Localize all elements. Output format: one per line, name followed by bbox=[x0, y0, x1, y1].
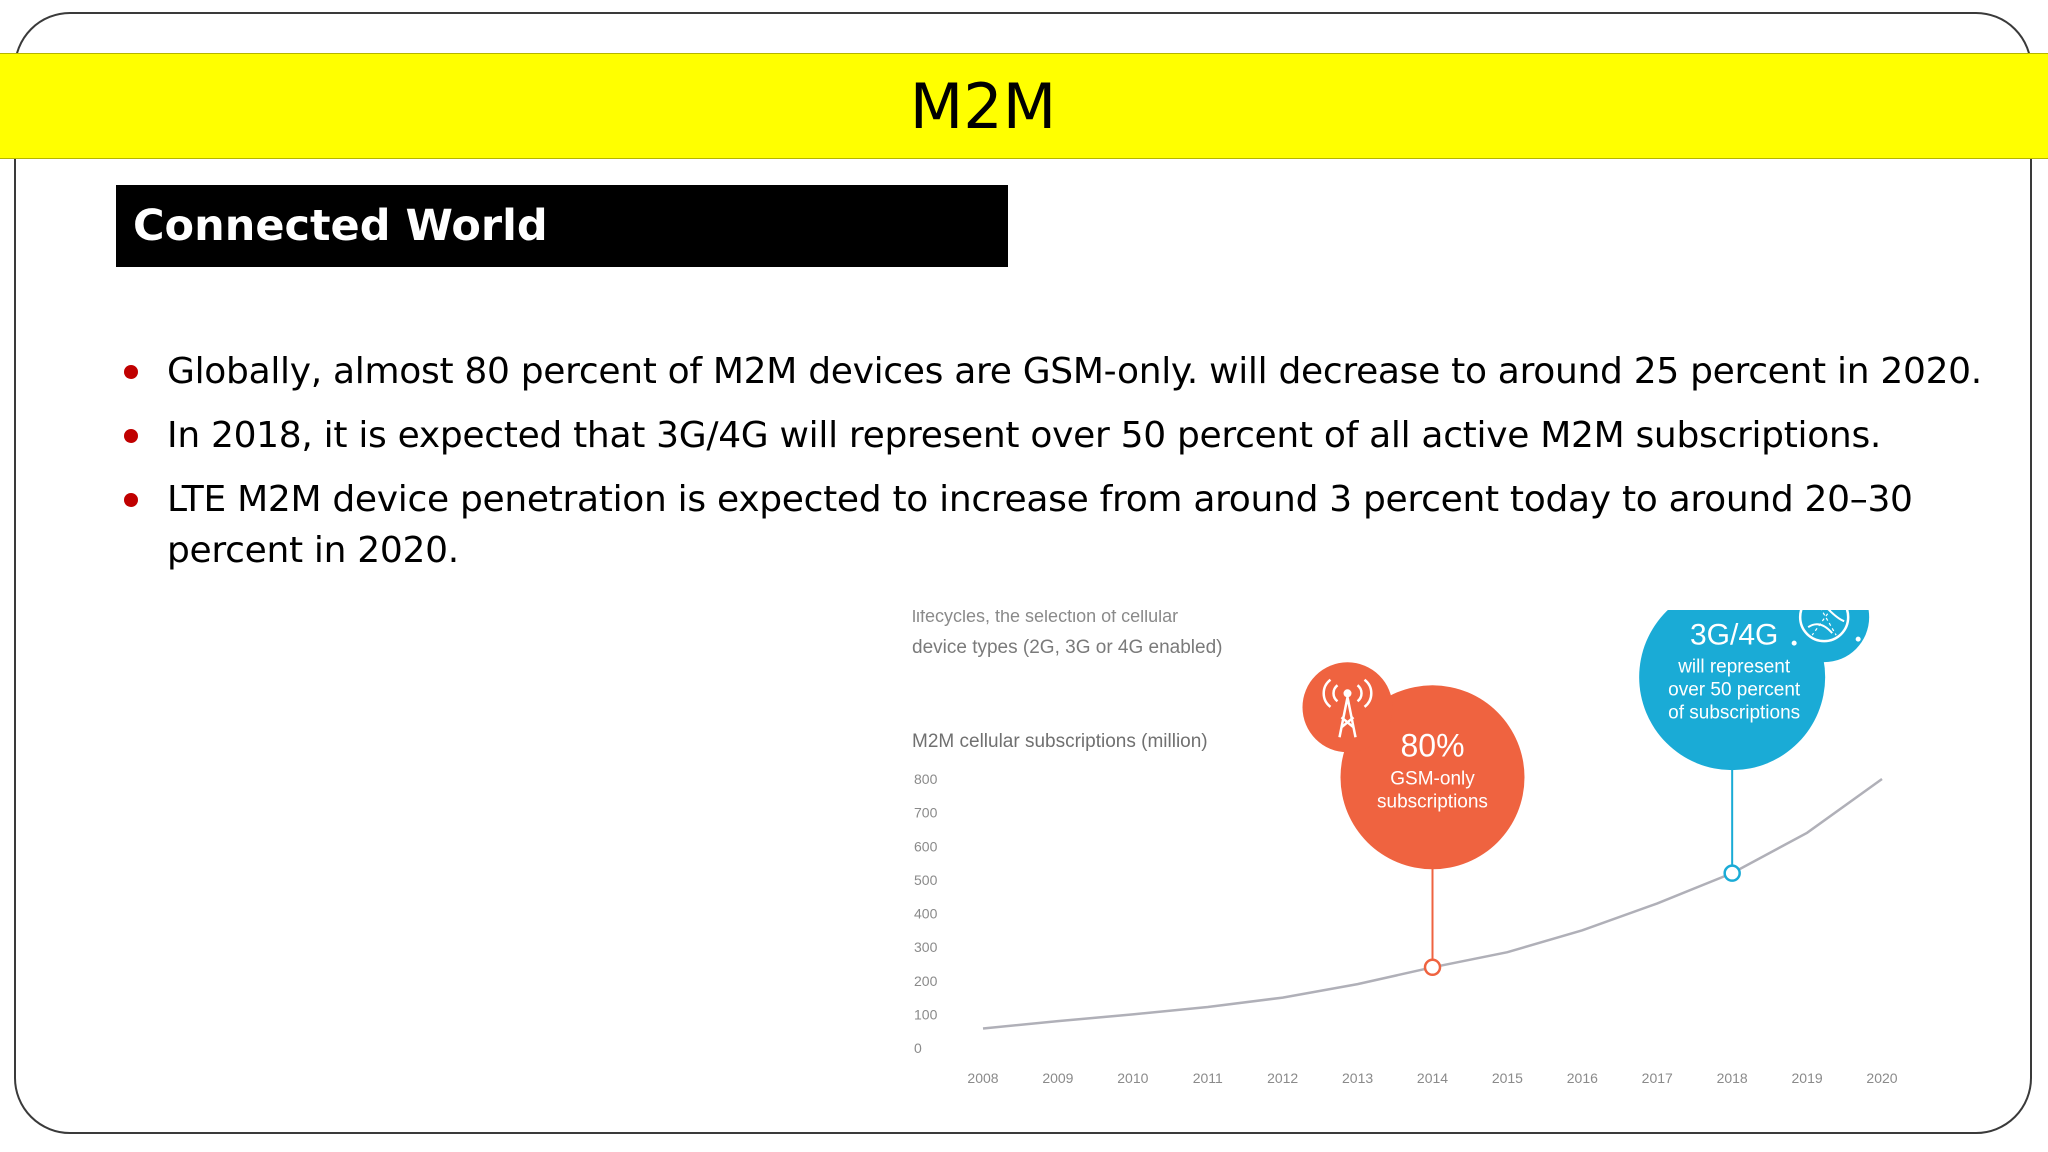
x-tick-label: 2014 bbox=[1417, 1070, 1448, 1086]
annotation-bubble bbox=[1639, 610, 1826, 771]
y-axis-ticks: 0 100 200 300 400 500 600 700 800 bbox=[914, 771, 938, 1056]
x-tick-label: 2015 bbox=[1492, 1070, 1523, 1086]
slide-frame bbox=[14, 12, 2032, 1134]
y-axis-title: M2M cellular subscriptions (million) bbox=[912, 731, 1208, 752]
x-tick-label: 2016 bbox=[1567, 1070, 1598, 1086]
annotation-line-text: GSM-only bbox=[1390, 768, 1475, 789]
x-tick-label: 2011 bbox=[1193, 1070, 1223, 1086]
bullet-text: Globally, almost 80 percent of M2M devic… bbox=[167, 351, 1982, 392]
bullet-item: Globally, almost 80 percent of M2M devic… bbox=[118, 346, 1998, 397]
bullet-text: LTE M2M device penetration is expected t… bbox=[167, 479, 1913, 571]
x-tick-label: 2019 bbox=[1792, 1070, 1823, 1086]
bullet-dot-icon bbox=[124, 429, 138, 443]
bullet-list: Globally, almost 80 percent of M2M devic… bbox=[118, 346, 1998, 589]
y-tick-label: 500 bbox=[914, 872, 938, 888]
slide-title: M2M bbox=[909, 69, 1057, 143]
y-tick-label: 100 bbox=[914, 1006, 938, 1022]
chart-subtitle: device types (2G, 3G or 4G enabled) bbox=[912, 637, 1223, 658]
network-node bbox=[1855, 636, 1861, 642]
globe-network-icon bbox=[1779, 610, 1870, 663]
y-tick-label: 700 bbox=[914, 805, 938, 821]
section-heading-box: Connected World bbox=[116, 185, 1008, 267]
bullet-dot-icon bbox=[124, 365, 138, 379]
signal-wave-left bbox=[1332, 684, 1339, 703]
title-bar: M2M bbox=[0, 53, 2048, 159]
bullet-dot-icon bbox=[124, 493, 138, 507]
signal-wave-left bbox=[1322, 678, 1332, 708]
chart-cut-text: lifecycles, the selection of cellular bbox=[912, 610, 1178, 626]
bullet-text: In 2018, it is expected that 3G/4G will … bbox=[167, 415, 1882, 456]
x-tick-label: 2018 bbox=[1717, 1070, 1748, 1086]
y-tick-label: 800 bbox=[914, 771, 938, 787]
subscriptions-chart: lifecycles, the selection of cellular de… bbox=[900, 610, 1920, 1100]
x-tick-label: 2010 bbox=[1117, 1070, 1148, 1086]
annotation-line-text: will represent bbox=[1677, 657, 1791, 678]
bullet-item: LTE M2M device penetration is expected t… bbox=[118, 474, 1998, 576]
annotation-big-text: 3G/4G bbox=[1690, 619, 1778, 652]
x-tick-label: 2009 bbox=[1042, 1070, 1073, 1086]
annotation-big-text: 80% bbox=[1400, 727, 1464, 763]
annotation-marker bbox=[1423, 958, 1442, 977]
globe-outline bbox=[1798, 610, 1850, 643]
x-tick-label: 2020 bbox=[1866, 1070, 1897, 1086]
tower-top bbox=[1343, 689, 1352, 698]
y-tick-label: 300 bbox=[914, 939, 938, 955]
signal-wave-right bbox=[1363, 678, 1373, 708]
annotation-bubble bbox=[1340, 685, 1525, 870]
annotation-line-text: over 50 percent bbox=[1668, 680, 1801, 701]
annotation-line-text: subscriptions bbox=[1377, 791, 1488, 812]
annotation-marker bbox=[1723, 864, 1741, 882]
signal-wave-right bbox=[1356, 684, 1363, 703]
cell-tower-icon bbox=[1302, 662, 1393, 753]
x-tick-label: 2012 bbox=[1267, 1070, 1298, 1086]
globe-network-lines bbox=[1811, 610, 1837, 636]
chart-canvas: lifecycles, the selection of cellular de… bbox=[912, 610, 1898, 1086]
network-node bbox=[1791, 640, 1797, 646]
section-heading: Connected World bbox=[133, 201, 548, 251]
annotation-line-text: of subscriptions bbox=[1668, 703, 1800, 724]
x-axis-ticks: 2008 2009 2010 2011 2012 2013 2014 2015 2016 2017… bbox=[967, 1070, 1897, 1086]
x-tick-label: 2008 bbox=[967, 1070, 998, 1086]
icon-bubble bbox=[1302, 662, 1393, 753]
x-tick-label: 2013 bbox=[1342, 1070, 1373, 1086]
bullet-item: In 2018, it is expected that 3G/4G will … bbox=[118, 410, 1998, 461]
y-tick-label: 200 bbox=[914, 973, 938, 989]
y-tick-label: 400 bbox=[914, 906, 938, 922]
y-tick-label: 600 bbox=[914, 838, 938, 854]
x-tick-label: 2017 bbox=[1642, 1070, 1673, 1086]
y-tick-label: 0 bbox=[914, 1040, 922, 1056]
